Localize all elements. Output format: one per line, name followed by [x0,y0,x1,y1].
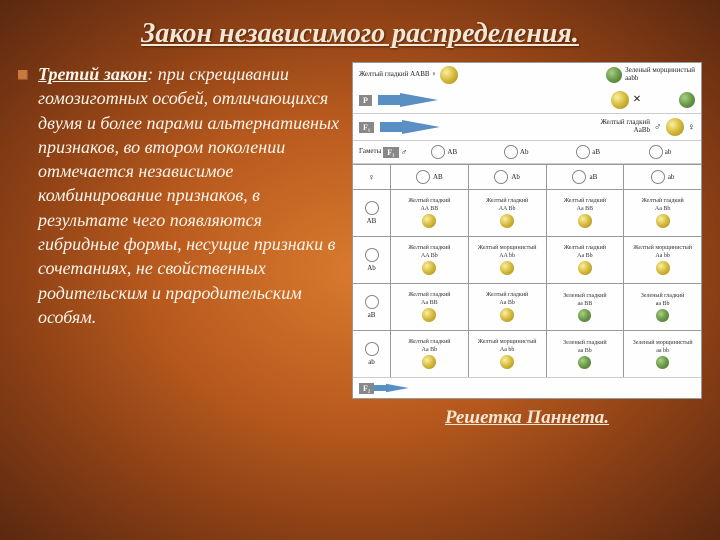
punnett-col-head: ab [624,165,701,189]
text-column: Третий закон: при скрещивании гомозиготн… [18,62,340,429]
punnett-cell: Желтый гладкийAa Bb [469,284,547,330]
parent1: Желтый гладкий ААВВ ♀ [359,66,458,84]
punnett-col-head: AB [391,165,469,189]
law-body: : при скрещивании гомозиготных особей, о… [38,64,339,327]
punnett-cell: Желтый гладкийAa Bb [547,237,625,283]
arrow-icon [400,93,438,107]
slide-title: Закон независимого распределения. [0,0,720,62]
pea-icon [578,356,591,369]
punnett-cell: Зеленый гладкийaa Bb [624,284,701,330]
gamete-icon [649,145,663,159]
f1-pheno: Желтый гладкийAaBb [601,119,650,134]
gamete-icon [576,145,590,159]
pea-icon [500,214,514,228]
punnett-col-headers: ♀ ABAbaBab [353,164,701,189]
parent2-label: Зеленый морщинистыйaabb [625,67,695,82]
punnett-cell: Желтый гладкийAA Bb [469,190,547,236]
pea-yellow-icon [666,118,684,136]
gamete-icon [504,145,518,159]
punnett-row-head: AB [353,190,391,236]
punnett-diagram: Желтый гладкий ААВВ ♀ Зеленый морщинисты… [352,62,702,399]
punnett-col-head: Ab [469,165,547,189]
f1-row: F₁ Желтый гладкийAaBb ♂ ♀ [353,114,701,141]
diagram-column: Желтый гладкий ААВВ ♀ Зеленый морщинисты… [352,62,702,429]
punnett-cell: Зеленый гладкийaa Bb [547,331,625,377]
gametes-row: Гаметы F₁ ♂ AB Ab aB ab [353,141,701,164]
parent2: Зеленый морщинистыйaabb [606,66,695,84]
punnett-col-head: aB [547,165,625,189]
punnett-row: aBЖелтый гладкийAa BBЖелтый гладкийAa Bb… [353,283,701,330]
law-text: Третий закон: при скрещивании гомозиготн… [38,62,340,329]
pea-icon [500,355,514,369]
bullet-square-icon [18,70,28,80]
pea-green-icon [679,92,695,108]
f1-label: F₁ [359,122,374,133]
pea-yellow-icon [611,91,629,109]
pea-icon [422,214,436,228]
diagram-caption: Решетка Паннета. [352,407,702,429]
punnett-cell: Желтый гладкийAa Bb [624,190,701,236]
cross-icon: × [633,92,641,108]
parent1-label: Желтый гладкий ААВВ ♀ [359,71,437,79]
pea-icon [500,261,514,275]
punnett-cell: Зеленый гладкийaa BB [547,284,625,330]
p-generation-row: P × [353,87,701,114]
punnett-row-head: aB [353,284,391,330]
gametes-label: Гаметы [359,148,381,156]
law-lead: Третий закон [38,64,147,84]
punnett-row: AbЖелтый гладкийAA BbЖелтый морщинистыйA… [353,236,701,283]
punnett-cell: Желтый гладкийAa BB [391,284,469,330]
punnett-row-head: Ab [353,237,391,283]
parents-row: Желтый гладкий ААВВ ♀ Зеленый морщинисты… [353,63,701,87]
pea-yellow-icon [440,66,458,84]
pea-green-icon [606,67,622,83]
punnett-cell: Желтый гладкийAA Bb [391,237,469,283]
pea-icon [500,308,514,322]
bullet-item: Третий закон: при скрещивании гомозиготн… [18,62,340,329]
pea-icon [656,261,670,275]
pea-icon [656,214,670,228]
punnett-cell: Желтый морщинистыйAa bb [624,237,701,283]
pea-icon [578,309,591,322]
punnett-row: ABЖелтый гладкийAA BBЖелтый гладкийAA Bb… [353,189,701,236]
punnett-cell: Желтый гладкийAA BB [391,190,469,236]
p-label: P [359,95,372,106]
pea-icon [656,309,669,322]
pea-icon [422,308,436,322]
punnett-row: abЖелтый гладкийAa BbЖелтый морщинистыйA… [353,330,701,377]
punnett-row-head: ab [353,331,391,377]
arrow-icon [402,120,440,134]
punnett-cell: Желтый морщинистыйAa bb [469,331,547,377]
punnett-cell: Желтый гладкийAa Bb [391,331,469,377]
punnett-square: ♀ ABAbaBab ABЖелтый гладкийAA BBЖелтый г… [353,164,701,377]
pea-icon [422,355,436,369]
pea-icon [578,214,592,228]
pea-icon [656,356,669,369]
f1-small-label: F₁ [383,147,398,158]
gamete-icon [431,145,445,159]
arrow-icon [386,384,409,392]
content-row: Третий закон: при скрещивании гомозиготн… [0,62,720,429]
punnett-cell: Желтый морщинистыйAA bb [469,237,547,283]
punnett-cell: Зеленый морщинистыйaa bb [624,331,701,377]
pea-icon [578,261,592,275]
punnett-cell: Желтый гладкийAa BB [547,190,625,236]
pea-icon [422,261,436,275]
